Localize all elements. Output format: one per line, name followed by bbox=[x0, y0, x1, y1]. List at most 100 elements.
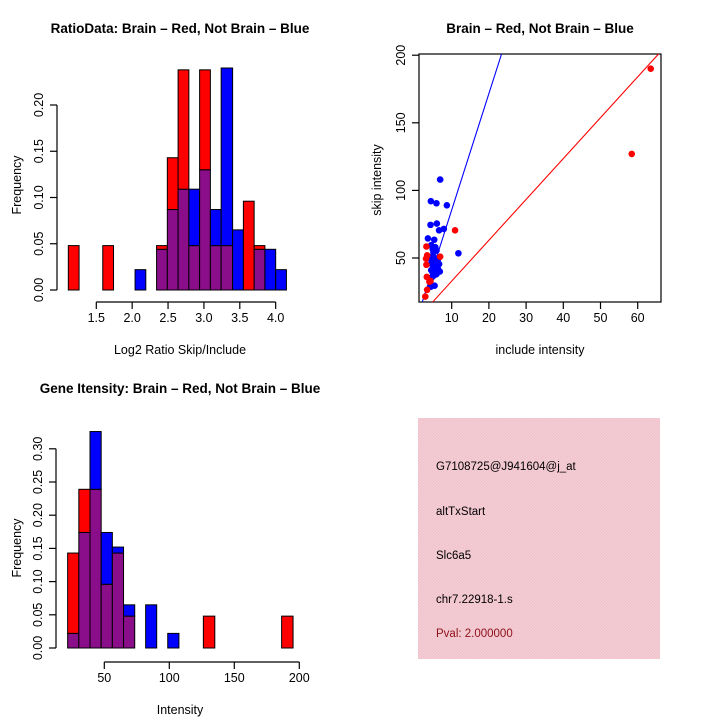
scatter-point-red bbox=[628, 150, 636, 158]
scatter-y-axis-label: skip intensity bbox=[370, 144, 384, 216]
y-tick-label: 0.25 bbox=[31, 470, 45, 494]
x-tick-label: 200 bbox=[289, 671, 310, 685]
hist-bar-segment-blue bbox=[89, 431, 102, 490]
panel-intensity-scatter: 10 20 30 40 50 60 50 100 150 200 Brain – Red, Not… bbox=[360, 0, 720, 360]
scatter-point-blue bbox=[433, 220, 441, 227]
scatter-point-blue bbox=[430, 249, 437, 256]
scatter-x-axis-label: include intensity bbox=[495, 343, 585, 357]
x-tick-label: 50 bbox=[594, 311, 608, 325]
hist-bar-segment-blue bbox=[188, 188, 201, 247]
hist-bar-segment-blue bbox=[264, 248, 277, 291]
hist-bar-segment-blue bbox=[100, 531, 113, 585]
scatter-point-blue bbox=[427, 197, 435, 205]
y-tick-label: 0.20 bbox=[31, 503, 45, 527]
hist-bar-segment-purple bbox=[166, 209, 179, 291]
hist-bar-segment-blue bbox=[275, 269, 287, 291]
hist-bar-segment-red bbox=[78, 488, 91, 533]
scatter-point-red bbox=[423, 243, 430, 250]
scatter-point-red bbox=[436, 253, 444, 260]
hist-bar-segment-red bbox=[67, 245, 80, 291]
hist-bar-segment-purple bbox=[78, 531, 91, 649]
y-tick-label: 100 bbox=[394, 180, 408, 201]
hist-bar-segment-purple bbox=[89, 488, 102, 649]
y-tick-label: 0.20 bbox=[32, 93, 46, 117]
hist-bar-segment-purple bbox=[188, 245, 201, 291]
plot-frame bbox=[418, 53, 662, 303]
hist-bar-segment-blue bbox=[145, 604, 158, 649]
hist-bar-segment-blue bbox=[134, 269, 147, 291]
hist-bar-segment-red bbox=[166, 157, 179, 211]
x-tick-label: 150 bbox=[224, 671, 245, 685]
hist-bar-segment-purple bbox=[209, 245, 222, 291]
chromosome-location-text: chr7.22918-1.s bbox=[436, 594, 513, 606]
hist-bar-segment-red bbox=[156, 245, 168, 250]
hist-bar-segment-red bbox=[253, 245, 266, 250]
x-tick-label: 50 bbox=[97, 671, 111, 685]
scatter-point-red bbox=[647, 65, 655, 73]
y-tick-label: 200 bbox=[394, 45, 408, 66]
hist-bar-segment-purple bbox=[100, 583, 113, 649]
pval-text: Pval: 2.000000 bbox=[436, 628, 513, 640]
x-tick-label: 3.0 bbox=[195, 311, 212, 325]
scatter-point-red bbox=[421, 293, 429, 300]
hist-bar-segment-purple bbox=[111, 552, 125, 649]
event-type-text: altTxStart bbox=[436, 506, 486, 518]
hist-bar-segment-blue bbox=[111, 546, 125, 554]
y-tick-label: 0.05 bbox=[31, 603, 45, 627]
panel-ratio-histogram: 1.5 2.0 2.5 3.0 3.5 4.0 0.00 0.05 0.10 0.15 0.20 R… bbox=[0, 0, 360, 360]
x-tick-label: 3.5 bbox=[231, 311, 248, 325]
scatter-point-blue bbox=[424, 235, 432, 242]
gene-histogram-x-axis-label: Intensity bbox=[156, 703, 204, 717]
y-tick-label: 150 bbox=[394, 112, 408, 133]
y-tick-label: 0.30 bbox=[31, 437, 45, 461]
probe-id-text: G7108725@J941604@j_at bbox=[436, 461, 576, 473]
panel-gene-intensity-histogram: 50 100 150 200 0.00 0.05 0.10 0.15 0.20 0.25 0.30 … bbox=[0, 360, 360, 720]
gene-symbol-text: Slc6a5 bbox=[436, 550, 472, 562]
y-tick-label: 0.15 bbox=[31, 536, 45, 560]
scatter-point-blue bbox=[433, 199, 440, 207]
hist-bar-segment-red bbox=[102, 245, 115, 291]
hist-bar-segment-red bbox=[199, 69, 211, 171]
y-tick-label: 0.00 bbox=[31, 636, 45, 660]
x-tick-label: 2.5 bbox=[159, 311, 176, 325]
hist-bar-segment-blue bbox=[167, 632, 180, 649]
hist-bar-segment-blue bbox=[123, 604, 136, 617]
x-tick-label: 30 bbox=[519, 311, 533, 325]
hist-bar-segment-blue bbox=[232, 229, 244, 291]
hist-bar-segment-purple bbox=[177, 188, 190, 291]
scatter-point-blue bbox=[436, 176, 444, 183]
ratio-histogram-plot: 1.5 2.0 2.5 3.0 3.5 4.0 0.00 0.05 0.10 0.15 0.20 bbox=[32, 67, 287, 325]
x-tick-label: 10 bbox=[445, 311, 459, 325]
red-fit-line bbox=[432, 53, 659, 303]
scatter-point-blue bbox=[455, 249, 462, 257]
x-tick-label: 40 bbox=[556, 311, 570, 325]
hist-bar-segment-red bbox=[242, 200, 255, 291]
scatter-point-red bbox=[423, 261, 430, 269]
y-tick-label: 0.00 bbox=[32, 278, 46, 302]
x-tick-label: 60 bbox=[631, 311, 645, 325]
gene-histogram-title: Gene Itensity: Brain – Red, Not Brain – … bbox=[39, 381, 321, 396]
scatter-point-red bbox=[426, 278, 433, 285]
hist-bar-segment-red bbox=[202, 615, 216, 649]
y-tick-label: 0.05 bbox=[32, 232, 46, 256]
ratio-histogram-x-axis-label: Log2 Ratio Skip/Include bbox=[113, 343, 247, 357]
hist-bar-segment-purple bbox=[123, 615, 136, 649]
scatter-point-blue bbox=[443, 201, 451, 209]
y-tick-label: 0.10 bbox=[32, 185, 46, 209]
x-tick-label: 2.0 bbox=[123, 311, 140, 325]
x-tick-label: 100 bbox=[159, 671, 180, 685]
hist-bar-segment-purple bbox=[220, 245, 234, 291]
ratio-histogram-title: RatioData: Brain – Red, Not Brain – Blue bbox=[50, 21, 310, 36]
scatter-title: Brain – Red, Not Brain – Blue bbox=[446, 21, 634, 36]
y-tick-label: 0.10 bbox=[31, 569, 45, 593]
hist-bar-segment-purple bbox=[156, 248, 168, 291]
x-tick-label: 1.5 bbox=[88, 311, 105, 325]
hist-bar-segment-blue bbox=[209, 209, 222, 247]
scatter-point-blue bbox=[427, 221, 434, 229]
y-tick-label: 0.15 bbox=[32, 139, 46, 163]
scatter-point-red bbox=[451, 226, 459, 234]
x-tick-label: 4.0 bbox=[267, 311, 284, 325]
x-tick-label: 20 bbox=[482, 311, 496, 325]
hist-bar-segment-blue bbox=[220, 67, 234, 247]
